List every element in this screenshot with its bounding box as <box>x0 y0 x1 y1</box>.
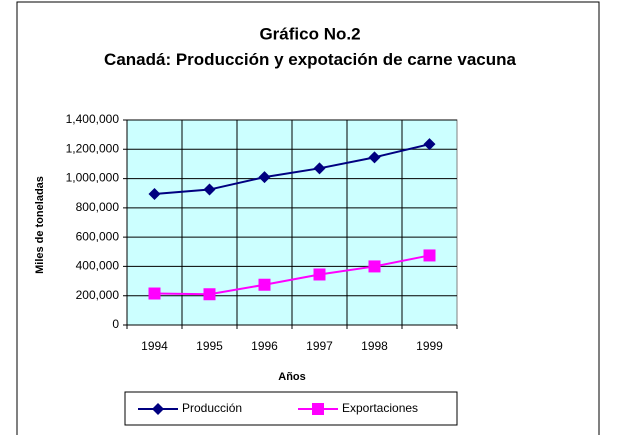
y-tick-label: 400,000 <box>76 259 120 273</box>
marker <box>313 268 326 281</box>
legend-label: Exportaciones <box>342 401 418 415</box>
x-tick-label: 1998 <box>361 339 388 353</box>
marker <box>258 171 271 184</box>
marker <box>148 287 161 300</box>
marker <box>368 151 381 164</box>
marker <box>148 187 161 200</box>
marker <box>203 183 216 196</box>
series-line <box>154 254 430 296</box>
legend-box <box>124 391 458 426</box>
y-tick-label: 1,000,000 <box>66 171 120 185</box>
y-tick-label: 1,400,000 <box>66 112 120 126</box>
x-tick-label: 1994 <box>141 339 168 353</box>
y-tick-label: 200,000 <box>76 288 120 302</box>
chart-title: Gráfico No.2 <box>259 24 360 43</box>
x-axis-title: Años <box>278 371 306 383</box>
series-line <box>154 143 430 195</box>
y-tick-label: 800,000 <box>76 200 120 214</box>
x-tick-label: 1999 <box>416 339 443 353</box>
y-tick-label: 600,000 <box>76 229 120 243</box>
legend-marker <box>152 403 164 415</box>
x-tick-label: 1997 <box>306 339 333 353</box>
y-tick-label: 1,200,000 <box>66 141 120 155</box>
marker <box>423 138 436 151</box>
subtitle-line: Canadá: Producción y expotación de carne… <box>104 50 516 69</box>
x-tick-label: 1996 <box>251 339 278 353</box>
marker <box>313 162 326 175</box>
marker <box>368 260 381 273</box>
legend-label: Producción <box>182 401 242 415</box>
marker <box>203 288 216 301</box>
legend-marker <box>312 403 324 415</box>
y-axis-title: Miles de toneladas <box>34 176 46 274</box>
marker <box>423 249 436 262</box>
marker <box>258 278 271 291</box>
x-tick-label: 1995 <box>196 339 223 353</box>
chart-subtitle: Canadá: Producción y expotación de carne… <box>104 50 516 69</box>
y-tick-label: 0 <box>112 317 119 331</box>
